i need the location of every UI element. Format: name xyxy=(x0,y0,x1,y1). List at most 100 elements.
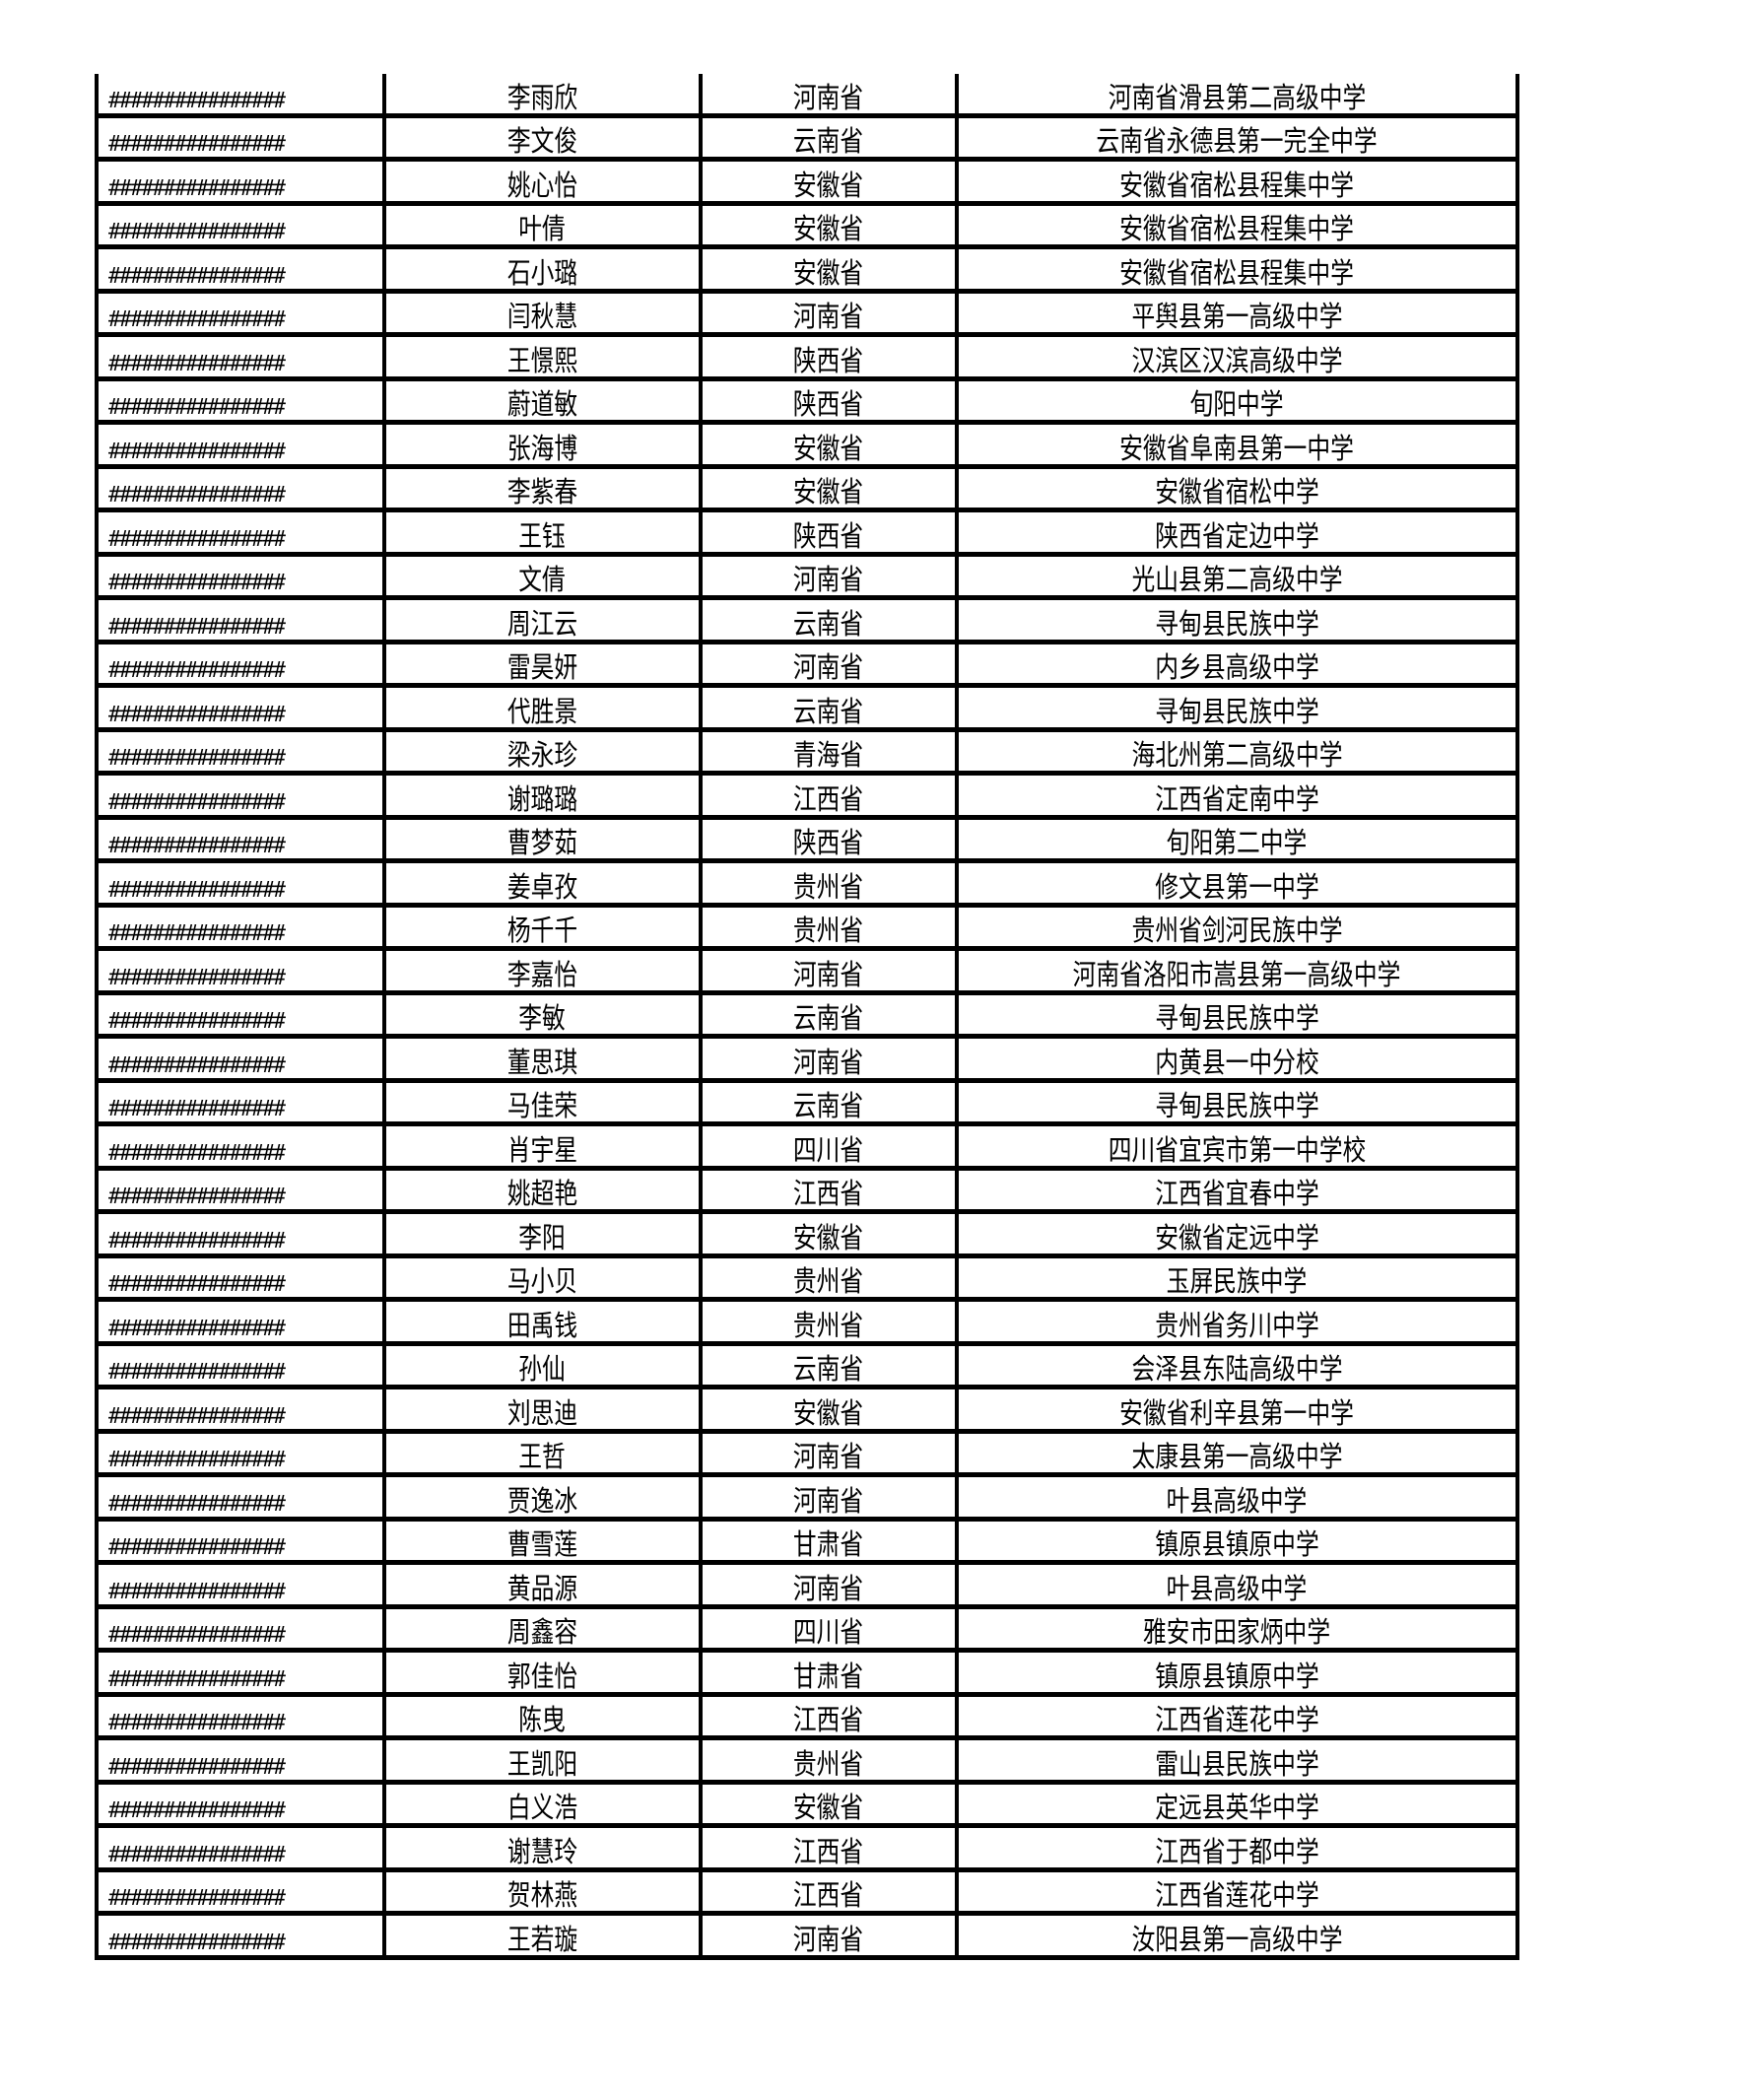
province-cell-text: 陕西省 xyxy=(793,826,864,858)
name-cell-text: 石小璐 xyxy=(506,255,578,289)
name-cell: 文倩 xyxy=(382,556,699,595)
name-cell-text: 董思琪 xyxy=(506,1045,578,1078)
school-cell-text: 会泽县东陆高级中学 xyxy=(1131,1352,1343,1385)
name-cell-text: 李雨欣 xyxy=(506,80,578,113)
name-cell: 周鑫容 xyxy=(382,1608,699,1648)
overflow-cell-text: ################ xyxy=(108,1316,286,1341)
overflow-cell-text: ################ xyxy=(108,658,286,683)
school-cell: 旬阳第二中学 xyxy=(955,819,1515,858)
province-cell: 甘肃省 xyxy=(699,1653,955,1692)
name-cell-text: 张海博 xyxy=(506,431,578,464)
name-cell: 姜卓孜 xyxy=(382,863,699,903)
overflow-cell-text: ################ xyxy=(108,1097,286,1121)
overflow-cell: ################ xyxy=(99,820,382,859)
school-cell: 江西省宜春中学 xyxy=(955,1170,1515,1209)
province-cell-text: 贵州省 xyxy=(793,1308,864,1341)
name-cell: 贾逸冰 xyxy=(382,1477,699,1517)
school-cell-text: 平舆县第一高级中学 xyxy=(1131,300,1343,332)
province-cell: 安徽省 xyxy=(699,249,955,289)
province-cell: 河南省 xyxy=(699,1565,955,1604)
province-cell: 河南省 xyxy=(699,556,955,595)
name-cell: 雷昊妍 xyxy=(382,644,699,683)
province-cell: 贵州省 xyxy=(699,1257,955,1297)
school-cell: 云南省永德县第一完全中学 xyxy=(955,117,1515,157)
province-cell-text: 河南省 xyxy=(793,80,864,113)
name-cell-text: 马小贝 xyxy=(506,1264,578,1297)
province-cell: 云南省 xyxy=(699,1082,955,1121)
name-cell-text: 王哲 xyxy=(518,1440,567,1472)
province-cell-text: 甘肃省 xyxy=(793,1527,864,1560)
name-cell: 曹梦茹 xyxy=(382,819,699,858)
school-cell: 雅安市田家炳中学 xyxy=(955,1608,1515,1648)
name-cell: 马佳荣 xyxy=(382,1082,699,1121)
table-row: ################ 曹雪莲 甘肃省 镇原县镇原中学 xyxy=(99,1521,1515,1565)
overflow-cell-text: ################ xyxy=(108,1140,286,1166)
table-row: ################ 陈曳 江西省 江西省莲花中学 xyxy=(99,1696,1515,1740)
school-cell-text: 玉屏民族中学 xyxy=(1167,1264,1308,1297)
province-cell: 云南省 xyxy=(699,688,955,727)
name-cell: 石小璐 xyxy=(382,249,699,289)
overflow-cell-text: ################ xyxy=(108,571,286,595)
name-cell-text: 周江云 xyxy=(506,606,578,640)
overflow-cell: ################ xyxy=(99,1126,382,1166)
name-cell-text: 杨千千 xyxy=(506,914,578,946)
school-cell-text: 叶县高级中学 xyxy=(1167,1571,1308,1604)
name-cell: 王凯阳 xyxy=(382,1740,699,1780)
province-cell: 贵州省 xyxy=(699,907,955,946)
overflow-cell-text: ################ xyxy=(108,1579,286,1604)
school-cell-text: 修文县第一中学 xyxy=(1155,869,1319,903)
province-cell-text: 云南省 xyxy=(793,694,864,727)
name-cell-text: 孙仙 xyxy=(518,1352,567,1385)
province-cell: 安徽省 xyxy=(699,1389,955,1429)
overflow-cell-text: ################ xyxy=(108,1009,286,1034)
name-cell-text: 姚心怡 xyxy=(506,168,578,201)
overflow-cell: ################ xyxy=(99,1258,382,1298)
table-row: ################ 李雨欣 河南省 河南省滑县第二高级中学 xyxy=(99,74,1515,118)
school-cell: 定远县英华中学 xyxy=(955,1784,1515,1823)
overflow-cell: ################ xyxy=(99,908,382,947)
table-row: ################ 李紫春 安徽省 安徽省宿松中学 xyxy=(99,468,1515,512)
province-cell: 河南省 xyxy=(699,644,955,683)
overflow-cell-text: ################ xyxy=(108,1272,286,1297)
school-cell: 安徽省阜南县第一中学 xyxy=(955,425,1515,464)
table-row: ################ 黄品源 河南省 叶县高级中学 xyxy=(99,1565,1515,1609)
name-cell: 李紫春 xyxy=(382,468,699,508)
name-cell-text: 谢璐璐 xyxy=(506,781,578,815)
province-cell-text: 云南省 xyxy=(793,124,864,157)
overflow-cell: ################ xyxy=(99,1565,382,1604)
province-cell: 贵州省 xyxy=(699,863,955,903)
table-row: ################ 董思琪 河南省 内黄县一中分校 xyxy=(99,1039,1515,1083)
table-row: ################ 白义浩 安徽省 定远县英华中学 xyxy=(99,1784,1515,1828)
school-cell: 四川省宜宾市第一中学校 xyxy=(955,1126,1515,1166)
province-cell: 江西省 xyxy=(699,776,955,815)
province-cell-text: 云南省 xyxy=(793,1001,864,1034)
table-row: ################ 杨千千 贵州省 贵州省剑河民族中学 xyxy=(99,907,1515,951)
school-cell: 河南省滑县第二高级中学 xyxy=(955,74,1515,113)
name-cell: 肖宇星 xyxy=(382,1126,699,1166)
table-row: ################ 李文俊 云南省 云南省永德县第一完全中学 xyxy=(99,117,1515,162)
province-cell: 陕西省 xyxy=(699,337,955,376)
school-cell-text: 四川省宜宾市第一中学校 xyxy=(1108,1132,1367,1166)
overflow-cell-text: ################ xyxy=(108,965,286,990)
school-cell: 河南省洛阳市嵩县第一高级中学 xyxy=(955,951,1515,990)
name-cell-text: 代胜景 xyxy=(506,694,578,727)
province-cell-text: 江西省 xyxy=(793,1703,864,1735)
school-cell-text: 叶县高级中学 xyxy=(1167,1483,1308,1517)
school-cell: 太康县第一高级中学 xyxy=(955,1433,1515,1472)
overflow-cell: ################ xyxy=(99,1039,382,1078)
school-cell-text: 江西省定南中学 xyxy=(1155,781,1319,815)
province-cell-text: 安徽省 xyxy=(793,1220,864,1253)
province-cell-text: 河南省 xyxy=(793,1045,864,1078)
province-cell: 江西省 xyxy=(699,1696,955,1735)
school-cell: 叶县高级中学 xyxy=(955,1565,1515,1604)
name-cell-text: 李文俊 xyxy=(506,124,578,157)
name-cell: 梁永珍 xyxy=(382,731,699,771)
data-table: ################ 李雨欣 河南省 河南省滑县第二高级中学 #######… xyxy=(95,74,1519,1960)
name-cell-text: 李紫春 xyxy=(506,475,578,508)
overflow-cell-text: ################ xyxy=(108,789,286,815)
table-row: ################ 郭佳怡 甘肃省 镇原县镇原中学 xyxy=(99,1653,1515,1697)
name-cell: 曹雪莲 xyxy=(382,1521,699,1560)
name-cell: 李阳 xyxy=(382,1214,699,1253)
school-cell: 寻甸县民族中学 xyxy=(955,688,1515,727)
overflow-cell-text: ################ xyxy=(108,526,286,552)
